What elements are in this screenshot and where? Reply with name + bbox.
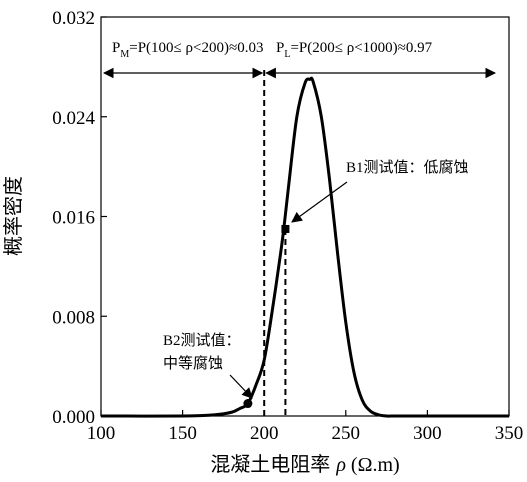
pm-annotation-prefix: P [112, 40, 120, 56]
y-tick-label: 0.000 [52, 407, 95, 428]
pm-annotation-text: =P(100≤ ρ<200)≈0.03 [129, 40, 263, 56]
x-tick-label: 200 [250, 423, 279, 444]
pl-annotation-prefix: P [276, 40, 284, 56]
pm-annotation-subscript: M [120, 49, 129, 60]
pl-annotation-text: =P(200≤ ρ<1000)≈0.97 [290, 40, 432, 56]
y-tick-label: 0.032 [52, 8, 95, 29]
pl-annotation: PL=P(200≤ ρ<1000)≈0.97 [276, 40, 433, 60]
y-tick-label: 0.008 [52, 307, 95, 328]
x-axis-title: 混凝土电阻率ρ(Ω.m) [210, 453, 399, 476]
b2-callout-arrow [230, 375, 252, 398]
b1-callout-arrow [292, 182, 347, 222]
y-tick-label: 0.016 [52, 208, 95, 229]
x-tick-label: 300 [413, 423, 442, 444]
x-tick-label: 350 [495, 423, 524, 444]
b1-point-marker [281, 225, 289, 233]
x-axis-title-symbol: ρ [335, 454, 346, 476]
x-tick-label: 250 [332, 423, 361, 444]
b2-point-marker [243, 399, 252, 408]
x-axis-title-cn: 混凝土电阻率 [210, 453, 330, 476]
b2-label-line2: 中等腐蚀 [163, 354, 223, 372]
y-ticks: 0.000 0.008 0.016 0.024 0.032 [52, 8, 107, 428]
x-tick-label: 150 [168, 423, 197, 444]
y-axis-title: 概率密度 [2, 176, 25, 256]
b2-label-line1: B2测试值： [163, 332, 241, 349]
pm-annotation: PM=P(100≤ ρ<200)≈0.03 [112, 40, 263, 60]
y-tick-label: 0.024 [52, 108, 95, 129]
b1-label: B1测试值：低腐蚀 [346, 158, 469, 176]
x-axis-title-unit: (Ω.m) [351, 454, 400, 476]
